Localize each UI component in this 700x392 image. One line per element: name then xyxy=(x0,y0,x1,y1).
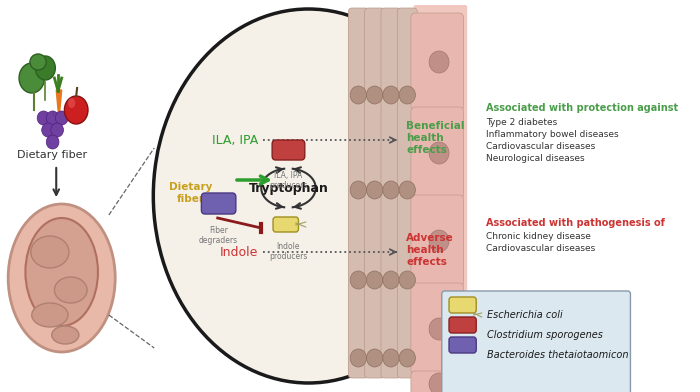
Circle shape xyxy=(46,111,59,125)
FancyBboxPatch shape xyxy=(414,5,467,377)
Text: Indole
producers: Indole producers xyxy=(270,242,307,261)
FancyBboxPatch shape xyxy=(442,291,631,392)
Circle shape xyxy=(367,181,383,199)
Circle shape xyxy=(399,181,416,199)
Ellipse shape xyxy=(68,98,76,108)
FancyBboxPatch shape xyxy=(273,217,298,232)
FancyBboxPatch shape xyxy=(411,195,463,287)
Ellipse shape xyxy=(52,326,79,344)
Text: Neurological diseases: Neurological diseases xyxy=(486,154,584,163)
Circle shape xyxy=(383,181,399,199)
Circle shape xyxy=(350,86,367,104)
Text: Clostridium sporogenes: Clostridium sporogenes xyxy=(487,330,603,340)
Ellipse shape xyxy=(64,96,88,124)
Text: Escherichia coli: Escherichia coli xyxy=(487,310,563,320)
Circle shape xyxy=(55,111,68,125)
Circle shape xyxy=(383,86,399,104)
FancyBboxPatch shape xyxy=(411,371,463,392)
Text: Bacteroides thetaiotaomicon: Bacteroides thetaiotaomicon xyxy=(487,350,629,360)
Text: Tryptophan: Tryptophan xyxy=(248,181,328,194)
Polygon shape xyxy=(56,90,62,120)
FancyBboxPatch shape xyxy=(349,8,368,378)
Circle shape xyxy=(350,181,367,199)
Circle shape xyxy=(46,135,59,149)
FancyBboxPatch shape xyxy=(381,8,401,378)
FancyBboxPatch shape xyxy=(398,8,417,378)
Ellipse shape xyxy=(36,56,55,80)
Text: Fiber
degraders: Fiber degraders xyxy=(199,226,238,245)
Text: Dietary
fiber: Dietary fiber xyxy=(169,182,212,204)
Circle shape xyxy=(429,318,449,340)
Circle shape xyxy=(383,349,399,367)
Ellipse shape xyxy=(19,63,44,93)
Ellipse shape xyxy=(31,236,69,268)
Text: Dietary fiber: Dietary fiber xyxy=(17,150,87,160)
Circle shape xyxy=(367,86,383,104)
Circle shape xyxy=(51,123,64,137)
Circle shape xyxy=(399,86,416,104)
Circle shape xyxy=(367,271,383,289)
FancyBboxPatch shape xyxy=(272,140,304,160)
Text: Associated with protection against: Associated with protection against xyxy=(486,103,678,113)
Ellipse shape xyxy=(32,303,68,327)
Circle shape xyxy=(383,271,399,289)
Text: Adverse
health
effects: Adverse health effects xyxy=(407,233,454,267)
Ellipse shape xyxy=(153,9,463,383)
Text: Cardiovascular diseases: Cardiovascular diseases xyxy=(486,142,596,151)
Circle shape xyxy=(429,230,449,252)
Text: Indole: Indole xyxy=(220,245,258,258)
FancyBboxPatch shape xyxy=(411,283,463,375)
FancyBboxPatch shape xyxy=(449,297,476,313)
Text: ILA, IPA: ILA, IPA xyxy=(212,134,258,147)
FancyBboxPatch shape xyxy=(449,337,476,353)
Text: Type 2 diabetes: Type 2 diabetes xyxy=(486,118,557,127)
FancyBboxPatch shape xyxy=(411,107,463,199)
Circle shape xyxy=(399,271,416,289)
Circle shape xyxy=(399,349,416,367)
Ellipse shape xyxy=(55,277,87,303)
Circle shape xyxy=(429,142,449,164)
Text: Inflammatory bowel diseases: Inflammatory bowel diseases xyxy=(486,129,619,138)
FancyBboxPatch shape xyxy=(202,193,236,214)
Text: Cardiovascular diseases: Cardiovascular diseases xyxy=(486,243,596,252)
Text: Associated with pathogenesis of: Associated with pathogenesis of xyxy=(486,218,665,228)
Text: Chronic kidney disease: Chronic kidney disease xyxy=(486,232,591,241)
Circle shape xyxy=(37,111,50,125)
Text: ILA, IPA
producers: ILA, IPA producers xyxy=(270,171,307,191)
FancyBboxPatch shape xyxy=(411,13,463,111)
Ellipse shape xyxy=(25,218,98,326)
Circle shape xyxy=(429,51,449,73)
Ellipse shape xyxy=(8,204,116,352)
Circle shape xyxy=(42,123,55,137)
Circle shape xyxy=(350,271,367,289)
Circle shape xyxy=(350,349,367,367)
Circle shape xyxy=(367,349,383,367)
Text: Beneficial
health
effects: Beneficial health effects xyxy=(407,122,465,154)
FancyBboxPatch shape xyxy=(365,8,384,378)
Ellipse shape xyxy=(30,54,46,70)
FancyBboxPatch shape xyxy=(449,317,476,333)
Circle shape xyxy=(429,373,449,392)
